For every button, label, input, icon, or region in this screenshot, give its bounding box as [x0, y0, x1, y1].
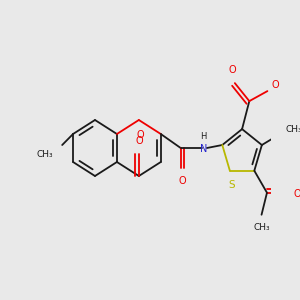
Text: CH₃: CH₃	[285, 125, 300, 134]
Text: S: S	[228, 180, 235, 190]
Text: CH₃: CH₃	[37, 150, 53, 159]
Text: O: O	[179, 176, 186, 186]
Text: O: O	[293, 189, 300, 199]
Text: O: O	[137, 130, 145, 140]
Text: H: H	[200, 132, 206, 141]
Text: N: N	[200, 144, 207, 154]
Text: O: O	[271, 80, 279, 90]
Text: O: O	[228, 65, 236, 75]
Text: O: O	[135, 136, 143, 146]
Text: CH₃: CH₃	[253, 223, 270, 232]
